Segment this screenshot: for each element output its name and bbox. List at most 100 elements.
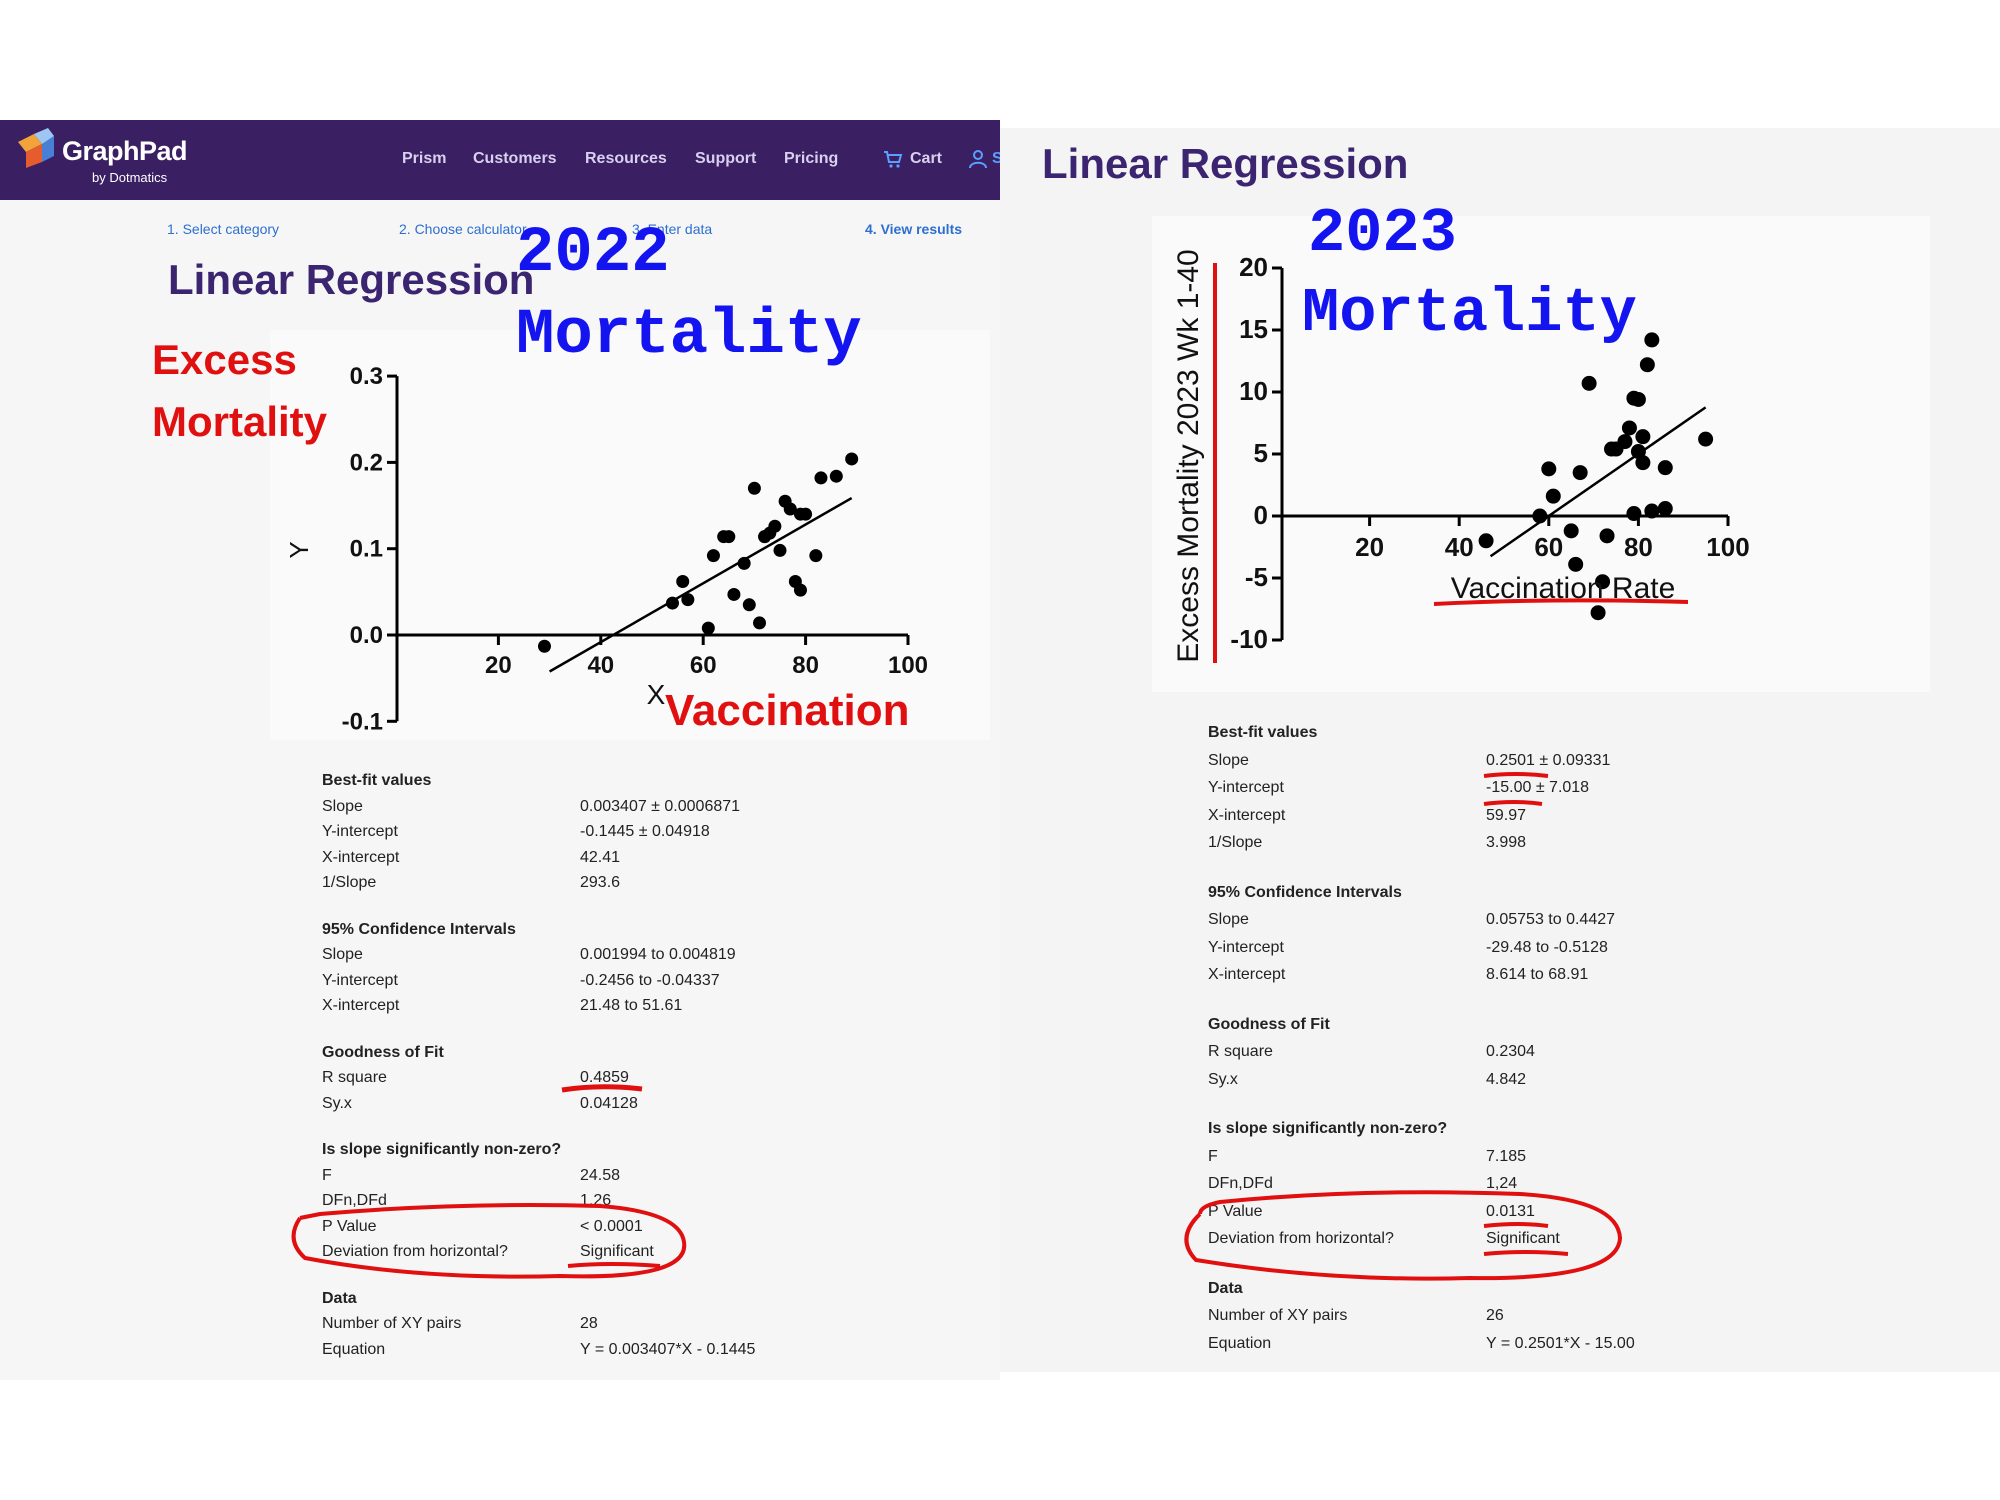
results-row-label: X-intercept: [322, 848, 400, 866]
nav-support[interactable]: Support: [695, 150, 757, 167]
right-results-panel: Linear Regression -10 -5 0 5 10 15 20 20 40 60 80 1…: [1000, 128, 2000, 1372]
data-point: [1644, 332, 1660, 348]
data-point: [1563, 523, 1579, 539]
y-tick-label: -5: [1245, 562, 1268, 592]
nav-account[interactable]: S: [992, 150, 1003, 167]
results-row-value: 8.614 to 68.91: [1486, 966, 1589, 983]
results-row-label: 1/Slope: [322, 874, 377, 891]
step-choose-calculator[interactable]: 2. Choose calculator: [399, 221, 527, 237]
results-section-header: Best-fit values: [1208, 724, 1318, 741]
results-row-value: 1,26: [580, 1192, 612, 1209]
data-point: [1657, 460, 1673, 476]
x-tick-label: 20: [485, 652, 512, 679]
account-icon[interactable]: [968, 149, 988, 169]
step-view-results[interactable]: 4. View results: [865, 221, 963, 237]
results-row-value: 0.003407 ± 0.0006871: [580, 797, 741, 815]
nav-cart[interactable]: Cart: [910, 150, 943, 167]
x-tick-label: 20: [1355, 532, 1384, 562]
results-row-label: 1/Slope: [1208, 834, 1263, 851]
y-axis-label: Y: [284, 541, 314, 558]
x-tick-label: 40: [1445, 532, 1474, 562]
results-row-label: P Value: [1208, 1202, 1263, 1220]
results-row-label: Sy.x: [322, 1094, 352, 1112]
results-row-value: 42.41: [580, 848, 621, 866]
y-tick-label: 0: [1254, 500, 1268, 530]
nav-resources[interactable]: Resources: [585, 150, 667, 167]
data-point: [783, 502, 797, 516]
data-point: [1617, 434, 1633, 450]
results-row-label: F: [322, 1166, 332, 1184]
results-row-label: F: [1208, 1147, 1218, 1165]
data-point: [681, 593, 695, 607]
x-tick-label: 60: [690, 652, 717, 679]
data-point: [537, 639, 551, 653]
results-row-value: Y = 0.2501*X - 15.00: [1486, 1334, 1635, 1352]
data-point: [676, 574, 690, 588]
step-enter-data[interactable]: 3. Enter data: [632, 221, 713, 237]
results-row-label: Sy.x: [1208, 1070, 1238, 1088]
data-point: [737, 556, 751, 570]
data-point: [727, 587, 741, 601]
nav-customers[interactable]: Customers: [473, 150, 557, 167]
cart-icon[interactable]: [883, 149, 903, 169]
x-axis-label: Vaccination Rate: [1451, 572, 1676, 605]
x-tick-label: 100: [1706, 532, 1749, 562]
data-point: [1595, 574, 1611, 590]
nav-pricing[interactable]: Pricing: [784, 150, 839, 167]
nav-prism[interactable]: Prism: [402, 150, 447, 167]
results-section-header: Data: [322, 1289, 357, 1307]
results-row-value: < 0.0001: [580, 1217, 643, 1235]
data-point: [1635, 429, 1651, 445]
results-table-2023: Best-fit values Slope 0.2501 ± 0.09331 Y-in…: [1208, 724, 1908, 1364]
results-row-value: 0.001994 to 0.004819: [580, 946, 736, 963]
results-row-label: P Value: [322, 1217, 377, 1235]
results-section-header: 95% Confidence Intervals: [322, 920, 516, 938]
data-point: [799, 507, 813, 521]
left-results-panel: GraphPad by Dotmatics Prism Customers Re…: [0, 120, 1003, 1380]
data-point: [1599, 528, 1615, 544]
data-point: [793, 583, 807, 597]
x-tick-label: 80: [1624, 532, 1653, 562]
results-row-value: 3.998: [1486, 834, 1527, 851]
overlay-excess: Excess: [152, 336, 297, 383]
data-point: [1572, 465, 1588, 481]
results-row-label: X-intercept: [1208, 966, 1286, 983]
results-section-header: 95% Confidence Intervals: [1208, 883, 1402, 901]
results-row-value: 28: [580, 1315, 598, 1332]
overlay-year-2022: 2022: [516, 218, 670, 290]
data-point: [845, 452, 859, 466]
results-section-header: Data: [1208, 1279, 1243, 1297]
results-row-value: -0.1445 ± 0.04918: [580, 823, 710, 840]
data-point: [768, 519, 782, 533]
data-point: [773, 543, 787, 557]
x-tick-label: 60: [1534, 532, 1563, 562]
data-point: [1626, 506, 1642, 522]
scatter-chart-2023: -10 -5 0 5 10 15 20 20 40 60 80 100 Vaccination Rate…: [1172, 249, 1750, 662]
results-row-label: DFn,DFd: [1208, 1175, 1273, 1192]
step-select-category[interactable]: 1. Select category: [167, 221, 280, 237]
results-section-header: Is slope significantly non-zero?: [1208, 1120, 1448, 1137]
y-tick-label: 0.2: [350, 449, 383, 476]
page-title-right: Linear Regression: [1042, 140, 1409, 187]
y-tick-label: 0.0: [350, 622, 383, 649]
y-tick-label: 0.1: [350, 536, 383, 563]
results-section-header: Best-fit values: [322, 772, 432, 789]
y-tick-label: 5: [1254, 438, 1268, 468]
brand-subtitle: by Dotmatics: [92, 170, 168, 185]
results-row-value: 0.0131: [1486, 1202, 1535, 1220]
results-row-value: 7.185: [1486, 1147, 1527, 1165]
data-point: [701, 621, 715, 635]
data-point: [1644, 503, 1660, 519]
results-row-value: 24.58: [580, 1166, 621, 1184]
results-section-header: Goodness of Fit: [1208, 1015, 1330, 1033]
data-point: [722, 530, 736, 544]
x-tick-label: 80: [792, 652, 819, 679]
data-point: [829, 469, 843, 483]
data-point: [814, 471, 828, 485]
brand-name[interactable]: GraphPad: [62, 136, 188, 166]
overlay-mortality: Mortality: [516, 300, 862, 372]
results-row-label: Slope: [1208, 911, 1249, 928]
data-point: [1657, 501, 1673, 517]
data-point: [1545, 488, 1561, 504]
results-row-label: Deviation from horizontal?: [1208, 1230, 1394, 1247]
